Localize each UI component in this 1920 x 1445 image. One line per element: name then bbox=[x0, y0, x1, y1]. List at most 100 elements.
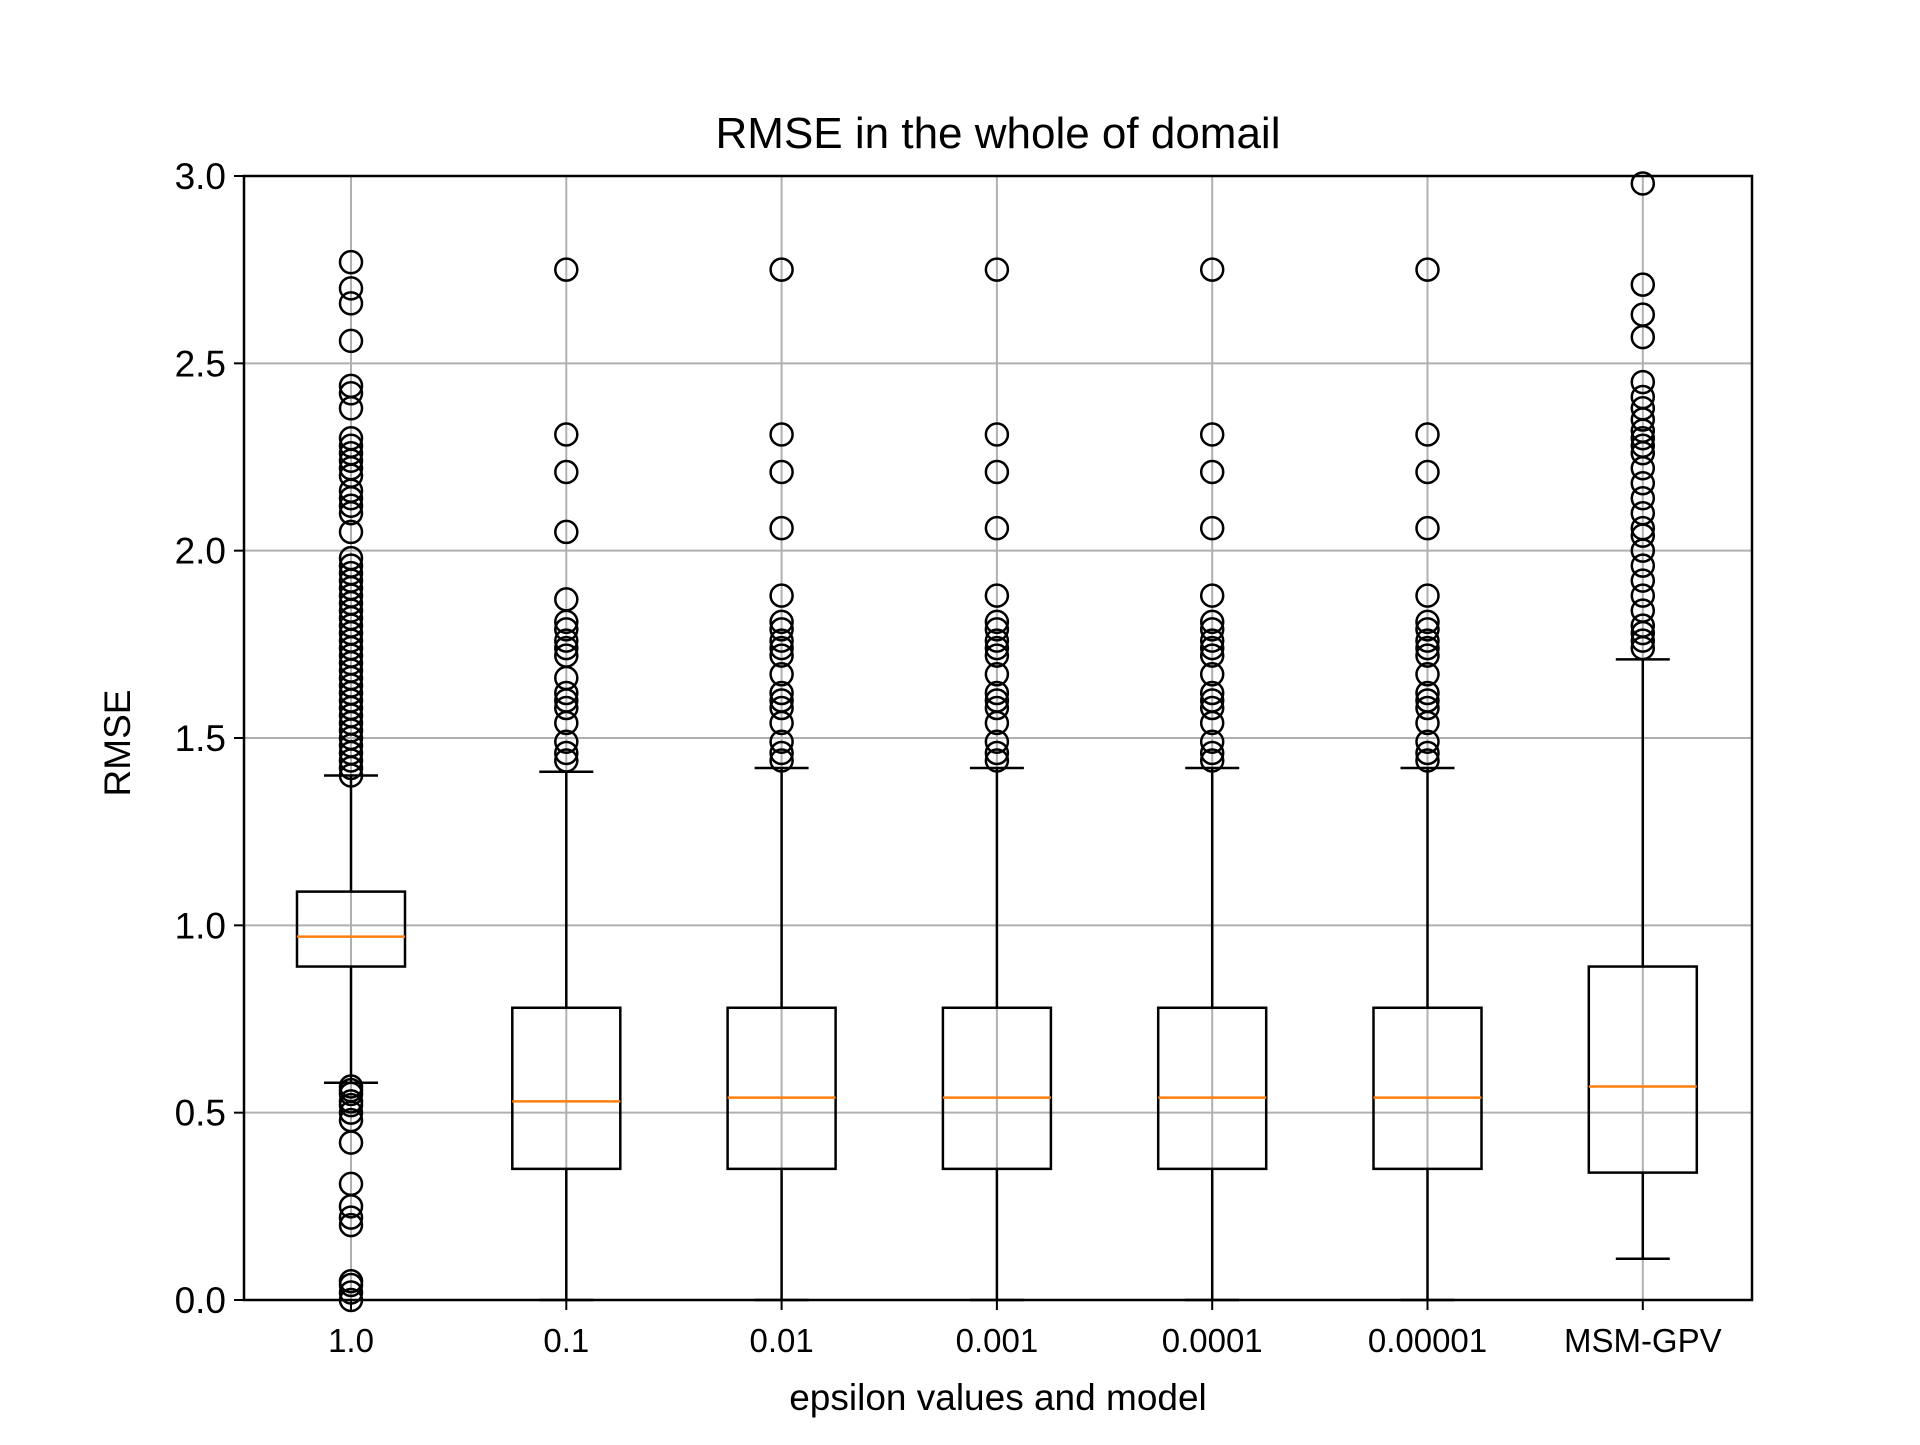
y-tick-label: 1.0 bbox=[175, 905, 226, 946]
outlier-point bbox=[1415, 643, 1440, 668]
outlier-point bbox=[984, 729, 1010, 754]
outlier-point bbox=[984, 748, 1010, 773]
outlier-point bbox=[1630, 598, 1656, 623]
outlier-point bbox=[984, 662, 1010, 687]
box-group-0-0001 bbox=[1156, 257, 1268, 1302]
outlier-point bbox=[338, 381, 364, 406]
outlier-point bbox=[1630, 171, 1656, 196]
axis-ticks: 0.0 0.5 1.0 1.5 2.0 2.5 3.0 1.0 0.1 0.01 0.001 0.00… bbox=[175, 156, 1722, 1359]
outlier-point bbox=[1415, 257, 1440, 282]
outlier-point bbox=[1199, 583, 1225, 608]
outlier-point bbox=[1415, 609, 1440, 635]
outlier-point bbox=[769, 617, 794, 642]
plot-area-frame bbox=[242, 174, 1754, 1302]
outlier-point bbox=[1415, 740, 1440, 766]
outlier-point bbox=[769, 748, 794, 773]
box-group-0-01 bbox=[726, 257, 837, 1302]
outlier-point bbox=[1630, 426, 1656, 451]
outlier-point bbox=[1199, 635, 1225, 661]
outlier-point bbox=[769, 740, 794, 766]
outlier-point bbox=[338, 1205, 364, 1230]
outlier-point bbox=[1630, 515, 1656, 541]
outlier-point bbox=[554, 459, 579, 485]
y-tick-label: 0.0 bbox=[175, 1280, 226, 1321]
outlier-point bbox=[1199, 628, 1225, 653]
outlier-point bbox=[1415, 459, 1440, 485]
outlier-point bbox=[1415, 422, 1440, 447]
outlier-point bbox=[338, 249, 364, 275]
y-axis-label: RMSE bbox=[97, 690, 138, 797]
outlier-point bbox=[1630, 500, 1656, 526]
outlier-point bbox=[1199, 729, 1225, 754]
outlier-point bbox=[554, 748, 579, 773]
outlier-point bbox=[338, 441, 364, 466]
outlier-point bbox=[338, 373, 364, 399]
outlier-point bbox=[554, 257, 579, 282]
outlier-point bbox=[338, 553, 364, 578]
outlier-point bbox=[984, 257, 1010, 282]
outlier-point bbox=[769, 422, 794, 447]
outlier-point bbox=[1630, 433, 1656, 459]
outlier-point bbox=[1630, 369, 1656, 395]
outlier-point bbox=[338, 493, 364, 518]
x-tick-label: 0.0001 bbox=[1162, 1322, 1263, 1359]
x-tick-label: 1.0 bbox=[328, 1322, 374, 1359]
outlier-point bbox=[1630, 628, 1656, 653]
outlier-point bbox=[338, 328, 364, 354]
outlier-point bbox=[554, 587, 579, 612]
outlier-point bbox=[1199, 680, 1225, 706]
outlier-point bbox=[1415, 695, 1440, 721]
outlier-point bbox=[1415, 515, 1440, 541]
outlier-point bbox=[769, 643, 794, 668]
outlier-point bbox=[1199, 662, 1225, 687]
outlier-point bbox=[1415, 635, 1440, 661]
outlier-point bbox=[554, 695, 579, 721]
outlier-point bbox=[338, 1269, 364, 1294]
outlier-point bbox=[1630, 384, 1656, 410]
outlier-point bbox=[984, 617, 1010, 642]
outlier-point bbox=[1415, 680, 1440, 706]
outlier-point bbox=[554, 643, 579, 668]
grid-lines bbox=[244, 175, 1752, 1301]
outlier-point bbox=[338, 519, 364, 545]
outlier-point bbox=[1199, 459, 1225, 485]
outlier-point bbox=[554, 628, 579, 653]
y-tick-label: 2.5 bbox=[175, 343, 226, 384]
outlier-point bbox=[338, 1212, 364, 1238]
outlier-point bbox=[769, 695, 794, 721]
outlier-point bbox=[554, 617, 579, 642]
x-tick-label: 0.001 bbox=[956, 1322, 1039, 1359]
outlier-point bbox=[1199, 617, 1225, 642]
outlier-point bbox=[1630, 272, 1656, 297]
outlier-point bbox=[338, 545, 364, 571]
outlier-point bbox=[1630, 302, 1656, 327]
outlier-point bbox=[984, 628, 1010, 653]
outlier-point bbox=[1630, 396, 1656, 421]
outlier-point bbox=[984, 635, 1010, 661]
x-axis-label: epsilon values and model bbox=[789, 1377, 1207, 1418]
outlier-point bbox=[769, 688, 794, 713]
outlier-point bbox=[1630, 613, 1656, 638]
outlier-point bbox=[984, 422, 1010, 447]
outlier-point bbox=[769, 680, 794, 706]
iqr-box bbox=[1156, 1006, 1268, 1171]
outlier-point bbox=[984, 740, 1010, 766]
outlier-point bbox=[1199, 257, 1225, 282]
outlier-point bbox=[1630, 568, 1656, 593]
x-tick-label: 0.00001 bbox=[1368, 1322, 1487, 1359]
outlier-point bbox=[1415, 748, 1440, 773]
outlier-point bbox=[984, 583, 1010, 608]
outlier-point bbox=[338, 560, 364, 586]
outlier-point bbox=[769, 583, 794, 608]
outlier-point bbox=[1415, 688, 1440, 713]
outlier-point bbox=[1630, 583, 1656, 608]
outlier-point bbox=[338, 1074, 364, 1099]
outlier-point bbox=[1199, 688, 1225, 713]
outlier-point bbox=[338, 1171, 364, 1197]
outlier-point bbox=[1199, 695, 1225, 721]
outlier-point bbox=[1199, 740, 1225, 766]
outlier-point bbox=[1415, 583, 1440, 608]
x-tick-label: MSM-GPV bbox=[1564, 1322, 1722, 1359]
box-group-0-001 bbox=[941, 257, 1053, 1302]
